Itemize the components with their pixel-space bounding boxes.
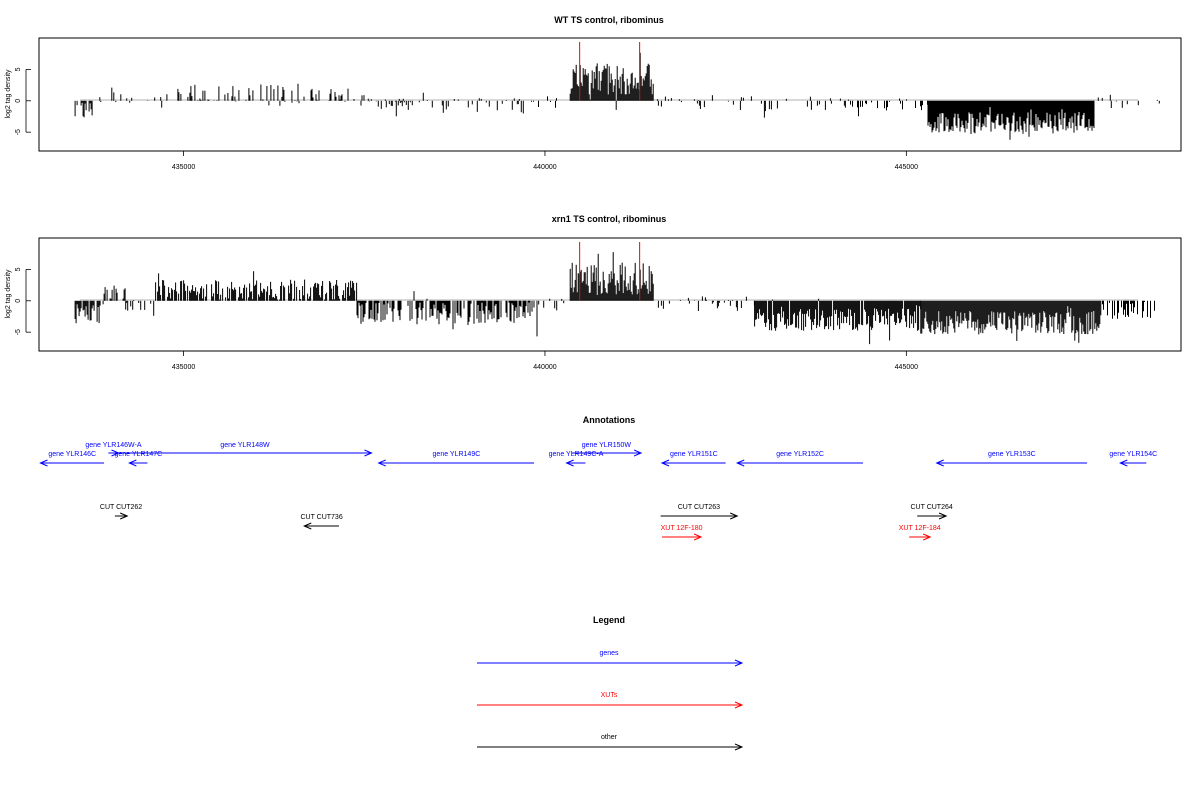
annotation-features: gene YLR146C gene YLR146W-A gene YLR147C ge… bbox=[39, 442, 1157, 541]
legend-entry: other bbox=[477, 734, 744, 751]
feature-label: gene YLR152C bbox=[776, 451, 824, 458]
feature-arrowhead bbox=[119, 512, 129, 520]
annotation-feature: gene YLR150W bbox=[571, 442, 643, 457]
feature-arrowhead bbox=[377, 459, 386, 467]
annotation-feature: gene YLR149C-A bbox=[549, 451, 604, 467]
annotation-feature: CUT CUT263 bbox=[660, 504, 739, 520]
feature-arrowhead bbox=[364, 449, 373, 457]
wt-panel-title: WT TS control, ribominus bbox=[554, 15, 664, 25]
legend-arrowhead bbox=[734, 659, 744, 667]
x-tick-label: 435000 bbox=[172, 164, 195, 171]
annotation-feature: XUT 12F-184 bbox=[899, 525, 941, 541]
feature-arrowhead bbox=[565, 459, 574, 467]
annotation-feature: gene YLR152C bbox=[735, 451, 863, 467]
y-tick-label: 5 bbox=[15, 67, 22, 71]
y-tick-label: 0 bbox=[15, 299, 22, 303]
xrn1-y-axis: -5 0 5 bbox=[15, 267, 31, 335]
annotation-feature: gene YLR148W bbox=[118, 442, 373, 457]
feature-arrowhead bbox=[693, 533, 703, 541]
annotation-feature: XUT 12F-180 bbox=[661, 525, 703, 541]
annotation-feature: gene YLR147C bbox=[115, 451, 163, 467]
feature-label: XUT 12F-184 bbox=[899, 525, 941, 532]
xrn1-bars bbox=[74, 252, 1155, 345]
legend-label: XUTs bbox=[601, 692, 618, 699]
wt-bars bbox=[74, 52, 1160, 140]
xrn1-panel-title: xrn1 TS control, ribominus bbox=[552, 214, 667, 224]
x-tick-label: 440000 bbox=[533, 364, 556, 371]
feature-label: gene YLR146C bbox=[48, 451, 96, 458]
x-tick-label: 445000 bbox=[895, 364, 918, 371]
annotations-title: Annotations bbox=[583, 415, 636, 425]
feature-label: gene YLR151C bbox=[670, 451, 718, 458]
legend-arrowhead bbox=[734, 701, 744, 709]
x-tick-label: 440000 bbox=[533, 164, 556, 171]
feature-label: gene YLR153C bbox=[988, 451, 1036, 458]
annotation-feature: CUT CUT262 bbox=[100, 504, 142, 520]
legend-label: other bbox=[601, 734, 618, 741]
feature-label: gene YLR147C bbox=[115, 451, 163, 458]
wt-y-axis: -5 0 5 bbox=[15, 67, 31, 135]
feature-label: XUT 12F-180 bbox=[661, 525, 703, 532]
legend-items: genes XUTs other bbox=[477, 650, 744, 751]
legend-arrowhead bbox=[734, 743, 744, 751]
y-tick-label: -5 bbox=[15, 329, 22, 335]
feature-arrowhead bbox=[39, 459, 48, 467]
feature-arrowhead bbox=[935, 459, 944, 467]
feature-arrowhead bbox=[128, 459, 137, 467]
wt-boundary-markers bbox=[579, 42, 641, 101]
wt-y-axis-label: log2 tag density bbox=[5, 69, 12, 119]
x-tick-label: 445000 bbox=[895, 164, 918, 171]
feature-label: CUT CUT263 bbox=[678, 504, 720, 511]
annotation-feature: CUT CUT264 bbox=[910, 504, 953, 520]
wt-x-axis: 435000 440000 445000 bbox=[172, 150, 918, 171]
legend: Legend genes XUTs other bbox=[477, 615, 744, 751]
annotation-feature: gene YLR151C bbox=[660, 451, 726, 467]
feature-label: gene YLR154C bbox=[1109, 451, 1157, 458]
feature-label: gene YLR148W bbox=[220, 442, 270, 449]
legend-entry: XUTs bbox=[477, 692, 744, 709]
feature-label: gene YLR149C bbox=[433, 451, 481, 458]
annotation-feature: gene YLR146C bbox=[39, 451, 105, 467]
feature-label: gene YLR150W bbox=[582, 442, 632, 449]
y-tick-label: 0 bbox=[15, 99, 22, 103]
feature-label: CUT CUT262 bbox=[100, 504, 142, 511]
legend-title: Legend bbox=[593, 615, 625, 625]
feature-label: gene YLR149C-A bbox=[549, 451, 604, 458]
y-tick-label: 5 bbox=[15, 267, 22, 271]
x-tick-label: 435000 bbox=[172, 364, 195, 371]
annotation-feature: CUT CUT736 bbox=[300, 514, 343, 530]
feature-label: CUT CUT264 bbox=[910, 504, 952, 511]
feature-arrowhead bbox=[735, 459, 745, 467]
annotation-feature: gene YLR149C bbox=[377, 451, 535, 467]
annotation-feature: gene YLR154C bbox=[1109, 451, 1157, 467]
feature-arrowhead bbox=[938, 512, 948, 520]
feature-arrowhead bbox=[1119, 459, 1128, 467]
feature-label: gene YLR146W-A bbox=[85, 442, 141, 449]
xrn1-coverage-panel: xrn1 TS control, ribominus log2 tag dens… bbox=[5, 214, 1182, 371]
xrn1-boundary-markers bbox=[579, 242, 641, 301]
legend-label: genes bbox=[599, 650, 619, 657]
wt-coverage-panel: WT TS control, ribominus log2 tag densit… bbox=[5, 15, 1182, 171]
feature-arrowhead bbox=[660, 459, 670, 467]
feature-arrowhead bbox=[302, 522, 312, 530]
feature-arrowhead bbox=[922, 533, 932, 541]
feature-arrowhead bbox=[730, 512, 739, 520]
xrn1-y-axis-label: log2 tag density bbox=[5, 269, 12, 319]
feature-arrowhead bbox=[633, 449, 643, 457]
annotation-feature: gene YLR153C bbox=[935, 451, 1088, 467]
legend-entry: genes bbox=[477, 650, 744, 667]
y-tick-label: -5 bbox=[15, 129, 22, 135]
feature-label: CUT CUT736 bbox=[300, 514, 342, 521]
xrn1-x-axis: 435000 440000 445000 bbox=[172, 350, 918, 371]
